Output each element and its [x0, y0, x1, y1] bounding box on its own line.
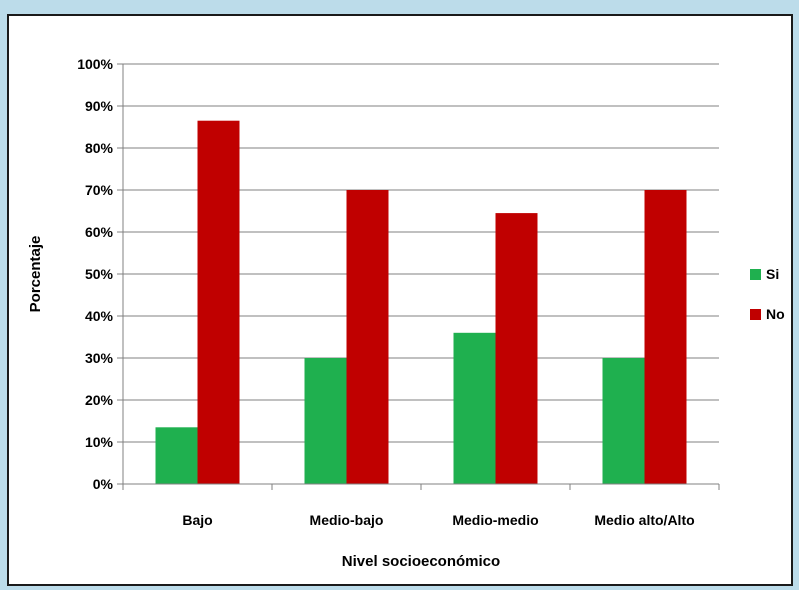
y-tick-label: 40%	[85, 308, 114, 324]
y-tick-label: 30%	[85, 350, 114, 366]
x-tick-label: Medio-bajo	[310, 512, 384, 528]
y-tick-label: 80%	[85, 140, 114, 156]
bar-si-0	[155, 427, 198, 484]
axes	[122, 64, 720, 490]
legend: Si No	[750, 266, 785, 322]
y-tick-label: 0%	[93, 476, 114, 492]
y-tick-label: 100%	[77, 56, 113, 72]
bar-no-0	[197, 120, 240, 484]
bars	[155, 120, 687, 484]
bar-no-1	[346, 190, 389, 484]
x-axis-title: Nivel socioeconómico	[342, 553, 500, 570]
y-tick-label: 60%	[85, 224, 114, 240]
bar-si-1	[304, 358, 347, 484]
legend-swatch-no	[750, 309, 761, 320]
x-tick-labels: Bajo Medio-bajo Medio-medio Medio alto/Alto	[182, 512, 694, 528]
legend-label-no: No	[766, 306, 785, 322]
y-tick-label: 50%	[85, 266, 114, 282]
chart-frame: 0% 10% 20% 30% 40% 50% 60% 70% 80% 90% 100% Bajo Me…	[7, 14, 793, 586]
y-tick-label: 70%	[85, 182, 114, 198]
bar-no-3	[644, 190, 687, 484]
y-tick-label: 10%	[85, 434, 114, 450]
y-axis-title: Porcentaje	[27, 236, 44, 313]
x-tick-label: Medio-medio	[452, 512, 538, 528]
legend-label-si: Si	[766, 266, 779, 282]
x-tick-label: Bajo	[182, 512, 212, 528]
y-tick-label: 20%	[85, 392, 114, 408]
bar-no-2	[495, 213, 538, 484]
legend-swatch-si	[750, 269, 761, 280]
bar-si-3	[602, 358, 645, 484]
x-tick-label: Medio alto/Alto	[594, 512, 694, 528]
bar-si-2	[453, 332, 496, 484]
y-tick-labels: 0% 10% 20% 30% 40% 50% 60% 70% 80% 90% 100%	[77, 56, 113, 492]
y-tick-label: 90%	[85, 98, 114, 114]
bar-chart: 0% 10% 20% 30% 40% 50% 60% 70% 80% 90% 100% Bajo Me…	[27, 56, 785, 570]
